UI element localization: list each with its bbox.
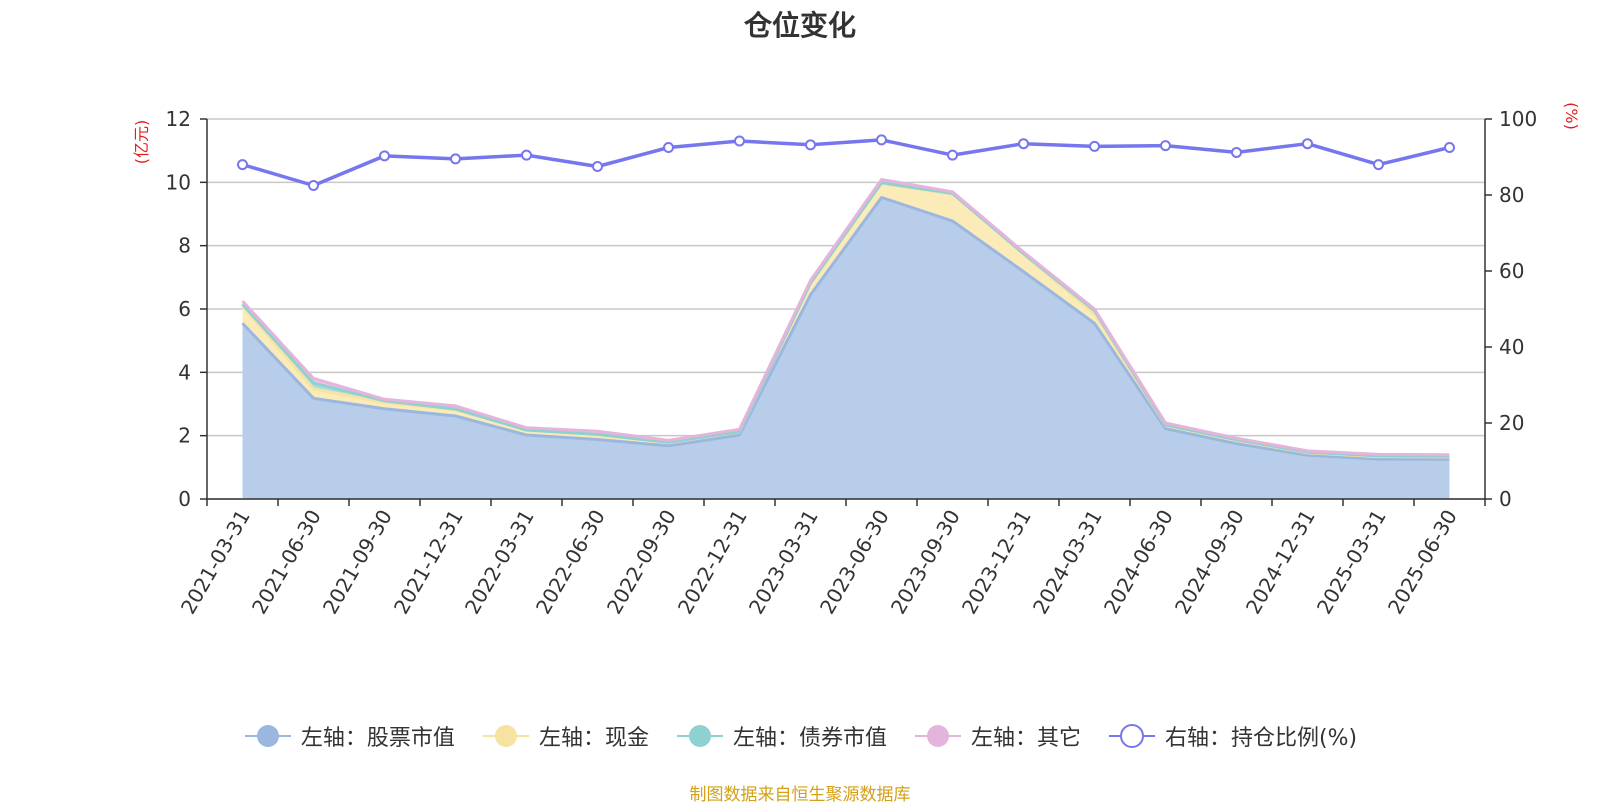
legend-item-1[interactable]: 左轴：现金 xyxy=(481,720,649,752)
filled-circle-legend-icon xyxy=(676,725,723,747)
x-tick-label: 2024-12-31 xyxy=(1241,506,1320,619)
ratio-point[interactable] xyxy=(592,161,603,172)
area-edge-2 xyxy=(241,181,1450,458)
legend-label: 左轴：其它 xyxy=(970,726,1081,751)
ratio-point[interactable] xyxy=(1302,138,1313,150)
x-tick-label: 2025-03-31 xyxy=(1312,506,1391,619)
left-axis-unit: (亿元) xyxy=(132,120,151,165)
x-tick-label: 2022-12-31 xyxy=(673,506,752,619)
legend: 左轴：股票市值 左轴：现金 左轴：债券市值 左轴：其它 右轴：持仓比例(%) xyxy=(0,720,1600,752)
ratio-point[interactable] xyxy=(1373,159,1384,171)
ratio-point[interactable] xyxy=(734,135,745,147)
left-tick-label: 4 xyxy=(178,360,191,384)
chart-title: 仓位变化 xyxy=(743,9,856,42)
area-1 xyxy=(242,183,1450,460)
legend-label: 左轴：债券市值 xyxy=(732,726,887,751)
x-tick-label: 2025-06-30 xyxy=(1383,506,1462,619)
filled-circle-legend-icon xyxy=(244,725,291,747)
right-axis-unit: (%) xyxy=(1562,102,1581,130)
ratio-point[interactable] xyxy=(1231,146,1242,158)
filled-circle-legend-icon xyxy=(482,725,529,747)
ratio-point[interactable] xyxy=(379,150,390,162)
legend-item-3[interactable]: 左轴：其它 xyxy=(913,720,1081,752)
ratio-point[interactable] xyxy=(521,149,532,161)
left-tick-label: 8 xyxy=(178,234,191,258)
left-tick-label: 12 xyxy=(166,107,191,131)
legend-item-4[interactable]: 右轴：持仓比例(%) xyxy=(1107,720,1357,752)
x-tick-label: 2021-03-31 xyxy=(176,506,255,619)
ratio-point[interactable] xyxy=(1018,138,1029,150)
left-tick-label: 6 xyxy=(178,297,191,321)
x-tick-label: 2021-09-30 xyxy=(318,506,397,619)
x-tick-label: 2021-06-30 xyxy=(247,506,326,619)
ratio-point[interactable] xyxy=(450,153,461,165)
legend-label: 右轴：持仓比例(%) xyxy=(1164,726,1358,751)
ratio-line-layer xyxy=(237,134,1455,191)
x-tick-label: 2023-06-30 xyxy=(815,506,894,619)
ratio-point[interactable] xyxy=(805,139,816,151)
x-tick-label: 2021-12-31 xyxy=(389,506,468,619)
ratio-point[interactable] xyxy=(947,149,958,161)
legend-label: 左轴：现金 xyxy=(538,726,649,751)
right-tick-label: 0 xyxy=(1499,487,1512,511)
legend-item-2[interactable]: 左轴：债券市值 xyxy=(675,720,887,752)
hollow-circle-legend-icon xyxy=(1108,724,1155,748)
left-tick-label: 0 xyxy=(178,487,191,511)
left-tick-label: 10 xyxy=(166,170,191,194)
x-tick-label: 2024-09-30 xyxy=(1170,506,1249,619)
left-tick-label: 2 xyxy=(178,424,191,448)
x-tick-label: 2022-06-30 xyxy=(531,506,610,619)
ratio-point[interactable] xyxy=(308,180,319,191)
ratio-point[interactable] xyxy=(237,159,248,171)
legend-label: 左轴：股票市值 xyxy=(300,726,455,751)
right-tick-label: 40 xyxy=(1499,335,1524,359)
area-layer xyxy=(241,178,1450,499)
ratio-point[interactable] xyxy=(1444,142,1455,153)
x-tick-label: 2023-03-31 xyxy=(744,506,823,619)
x-tick-label: 2022-09-30 xyxy=(602,506,681,619)
area-0 xyxy=(242,197,1450,499)
source-note: 制图数据来自恒生聚源数据库 xyxy=(689,785,911,805)
filled-circle-legend-icon xyxy=(914,725,961,747)
right-tick-label: 60 xyxy=(1499,259,1524,283)
x-tick-label: 2023-12-31 xyxy=(957,506,1036,619)
right-tick-label: 20 xyxy=(1499,411,1524,435)
area-edge-3 xyxy=(241,178,1450,457)
ratio-point[interactable] xyxy=(876,134,887,146)
x-tick-label: 2023-09-30 xyxy=(886,506,965,619)
x-tick-label: 2024-06-30 xyxy=(1099,506,1178,619)
x-tick-label: 2022-03-31 xyxy=(460,506,539,619)
ratio-point[interactable] xyxy=(1089,140,1100,152)
ratio-point[interactable] xyxy=(1160,140,1171,152)
ratio-point[interactable] xyxy=(663,142,674,153)
ratio-line xyxy=(242,138,1450,188)
area-edge-0 xyxy=(241,196,1450,461)
right-tick-label: 80 xyxy=(1499,183,1524,207)
right-tick-label: 100 xyxy=(1499,107,1537,131)
x-tick-label: 2024-03-31 xyxy=(1028,506,1107,619)
legend-item-0[interactable]: 左轴：股票市值 xyxy=(243,720,455,752)
